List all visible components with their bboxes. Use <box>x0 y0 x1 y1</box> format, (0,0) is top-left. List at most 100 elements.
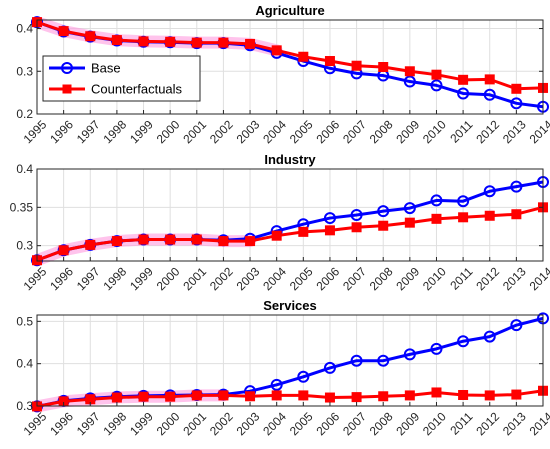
agriculture-x-tick-label: 2001 <box>180 117 209 146</box>
services-title: Services <box>263 298 317 313</box>
services-counterfactuals-point <box>298 390 309 401</box>
services-x-tick-label: 2004 <box>260 409 289 438</box>
services-x-tick-label: 2002 <box>207 409 236 438</box>
agriculture-x-tick-label: 2003 <box>234 117 263 146</box>
agriculture-base-point <box>430 79 443 92</box>
agriculture-counterfactuals-point <box>218 37 229 48</box>
industry-x-tick-label: 2009 <box>393 264 422 293</box>
agriculture-x-tick-label: 2005 <box>287 117 316 146</box>
industry-axes-box <box>36 168 544 262</box>
industry-x-tick-label: 2001 <box>180 264 209 293</box>
services-base-point <box>297 370 310 383</box>
services-x-tick-label: 2011 <box>447 409 475 437</box>
services-base-point <box>377 354 390 367</box>
services-counterfactuals-point <box>484 390 495 401</box>
services-x-tick-label: 2008 <box>367 409 396 438</box>
agriculture-title: Agriculture <box>255 3 324 18</box>
services-x-tick-label: 1995 <box>21 409 50 438</box>
agriculture-base-point <box>483 88 496 101</box>
agriculture-counterfactuals-point <box>138 36 149 47</box>
services-base-point <box>430 342 443 355</box>
services-counterfactuals-point <box>191 390 202 401</box>
services-counterfactuals-point <box>404 390 415 401</box>
agriculture-y-tick-label: 0.2 <box>16 107 33 121</box>
industry-counterfactuals-point <box>191 234 202 245</box>
industry-x-tick-label: 2012 <box>473 264 502 293</box>
industry-x-tick-label: 2003 <box>234 264 263 293</box>
agriculture-x-tick-label: 2013 <box>500 117 529 146</box>
services-base-point <box>483 330 496 343</box>
industry-counterfactuals-point <box>458 212 469 223</box>
agriculture-base-point <box>510 97 523 110</box>
industry-x-tick-label: 2013 <box>500 264 529 293</box>
agriculture-x-tick-label: 1997 <box>74 117 103 146</box>
agriculture-x-tick-label: 2014 <box>527 117 550 146</box>
industry-x-tick-label: 2000 <box>154 264 183 293</box>
services-counterfactuals-point <box>351 392 362 403</box>
agriculture-x-tick-label: 2012 <box>473 117 502 146</box>
services-counterfactuals-point <box>271 390 282 401</box>
services-counterfactuals-point <box>245 391 256 402</box>
industry-y-tick-label: 0.3 <box>16 239 33 253</box>
industry-counterfactuals-point <box>431 213 442 224</box>
industry-x-tick-label: 2002 <box>207 264 236 293</box>
industry-x-tick-label: 2008 <box>367 264 396 293</box>
agriculture-x-tick-label: 2008 <box>367 117 396 146</box>
agriculture-counterfactuals-point <box>404 66 415 77</box>
agriculture-counterfactuals-point <box>378 62 389 72</box>
services-base-point <box>403 348 416 361</box>
agriculture-counterfactuals-point <box>165 36 176 47</box>
industry-counterfactuals-point <box>298 226 309 237</box>
industry-x-tick-label: 2006 <box>314 264 343 293</box>
industry-counterfactuals-point <box>111 236 122 247</box>
legend-base-marker <box>61 62 73 74</box>
agriculture-x-tick-label: 1998 <box>100 117 129 146</box>
services-y-tick-label: 0.5 <box>16 314 33 328</box>
industry-base-point <box>377 205 390 218</box>
services-counterfactuals-point <box>138 391 149 402</box>
agriculture-counterfactuals-point <box>245 38 256 49</box>
agriculture-x-tick-label: 2010 <box>420 117 449 146</box>
agriculture-x-tick-label: 2002 <box>207 117 236 146</box>
services-x-tick-label: 1999 <box>127 409 156 438</box>
agriculture-y-tick-label: 0.4 <box>16 22 33 36</box>
legend-base-label: Base <box>91 61 121 76</box>
services-counterfactuals-point <box>511 389 522 400</box>
industry-counterfactuals-point <box>165 234 176 245</box>
services-base-point <box>270 378 283 391</box>
legend-counterfactuals-marker <box>62 84 72 94</box>
industry-base-point <box>403 202 416 215</box>
industry-x-tick-label: 1997 <box>74 264 103 293</box>
agriculture-counterfactuals-point <box>298 51 309 62</box>
services-x-tick-label: 2014 <box>527 409 550 438</box>
industry-counterfactuals-point <box>85 239 96 250</box>
industry-x-tick-label: 1996 <box>47 264 76 293</box>
legend-counterfactuals-label: Counterfactuals <box>91 82 183 97</box>
agriculture-counterfactuals-point <box>191 37 202 48</box>
agriculture-axes-box <box>36 19 544 115</box>
agriculture-x-tick-label: 2004 <box>260 117 289 146</box>
industry-counterfactuals-point <box>324 225 335 236</box>
services-base-point <box>323 361 336 374</box>
services-x-tick-label: 2007 <box>340 409 369 438</box>
agriculture-counterfactuals-point <box>111 35 122 46</box>
agriculture-x-tick-label: 2007 <box>340 117 369 146</box>
agriculture-counterfactuals-point <box>58 26 69 37</box>
industry-x-tick-label: 2007 <box>340 264 369 293</box>
services-panel: 0.30.40.51995199619971998199920002001200… <box>16 298 550 438</box>
industry-base-point <box>510 180 523 193</box>
services-counterfactuals-point <box>431 387 442 398</box>
services-x-tick-label: 2006 <box>314 409 343 438</box>
agriculture-x-tick-label: 2011 <box>447 117 475 145</box>
agriculture-counterfactuals-point <box>431 69 442 80</box>
agriculture-x-tick-label: 1999 <box>127 117 156 146</box>
industry-base-point <box>457 195 470 208</box>
industry-x-tick-label: 1999 <box>127 264 156 293</box>
services-x-tick-label: 2009 <box>393 409 422 438</box>
agriculture-x-tick-label: 2000 <box>154 117 183 146</box>
services-x-tick-label: 1996 <box>47 409 76 438</box>
agriculture-x-tick-label: 2006 <box>314 117 343 146</box>
industry-counterfactuals-point <box>138 234 149 245</box>
agriculture-x-tick-label: 2009 <box>393 117 422 146</box>
industry-counterfactuals-point <box>351 222 362 233</box>
